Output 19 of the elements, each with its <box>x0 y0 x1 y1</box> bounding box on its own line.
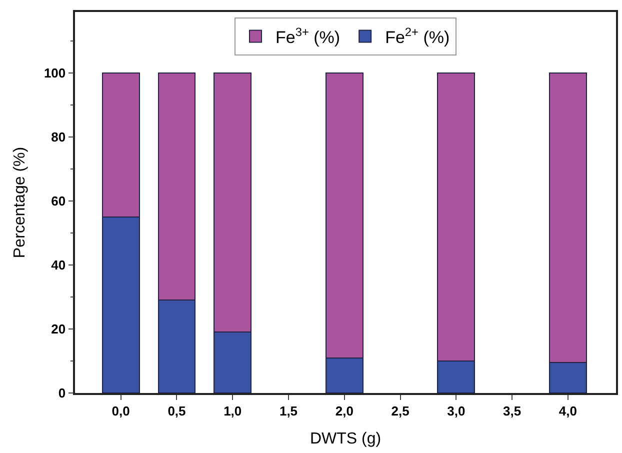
y-tick-label: 60 <box>51 193 66 208</box>
x-tick-label: 4,0 <box>558 403 577 418</box>
x-tick-label: 2,5 <box>391 403 410 418</box>
x-tick-label: 0,0 <box>112 403 130 418</box>
x-tick-label: 1,0 <box>224 403 242 418</box>
x-tick-label: 1,5 <box>279 403 298 418</box>
y-tick-label: 40 <box>51 257 66 272</box>
legend-label: Fe$^{2+}$ (%) <box>385 24 450 47</box>
x-tick-label: 3,0 <box>447 403 466 418</box>
y-tick-label: 80 <box>51 129 66 144</box>
x-tick-label: 2,0 <box>335 403 354 418</box>
x-tick-label: 3,5 <box>503 403 522 418</box>
y-tick-label: 0 <box>58 386 66 401</box>
y-tick-label: 20 <box>51 322 66 337</box>
x-tick-label: 0,5 <box>168 403 186 418</box>
y-tick-label: 100 <box>44 65 66 80</box>
legend-label: Fe$^{3+}$ (%) <box>276 24 340 47</box>
x-axis-title: DWTS (g) <box>310 430 382 448</box>
y-axis-title: Percentage (%) <box>11 146 28 258</box>
